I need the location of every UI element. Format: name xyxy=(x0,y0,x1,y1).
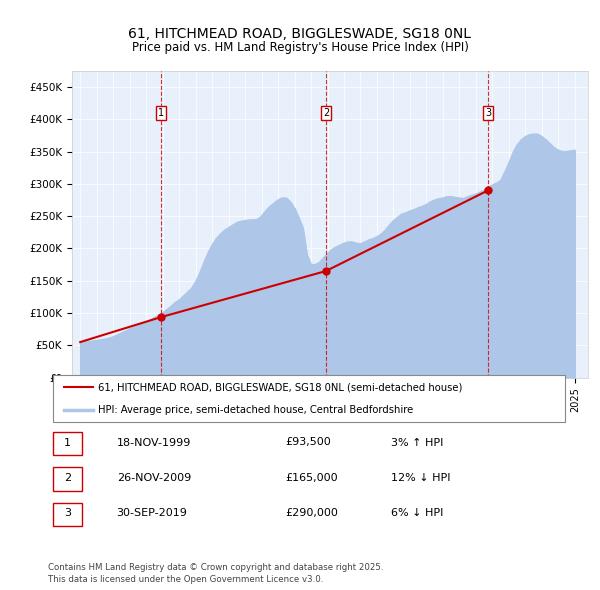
Text: 26-NOV-2009: 26-NOV-2009 xyxy=(116,473,191,483)
Text: Contains HM Land Registry data © Crown copyright and database right 2025.: Contains HM Land Registry data © Crown c… xyxy=(48,563,383,572)
Text: 3% ↑ HPI: 3% ↑ HPI xyxy=(391,438,443,447)
Text: 61, HITCHMEAD ROAD, BIGGLESWADE, SG18 0NL: 61, HITCHMEAD ROAD, BIGGLESWADE, SG18 0N… xyxy=(128,27,472,41)
Text: 6% ↓ HPI: 6% ↓ HPI xyxy=(391,509,443,518)
Text: £93,500: £93,500 xyxy=(286,438,331,447)
Text: £290,000: £290,000 xyxy=(286,509,338,518)
Text: 1: 1 xyxy=(158,108,164,118)
FancyBboxPatch shape xyxy=(53,467,82,491)
Text: 61, HITCHMEAD ROAD, BIGGLESWADE, SG18 0NL (semi-detached house): 61, HITCHMEAD ROAD, BIGGLESWADE, SG18 0N… xyxy=(98,382,463,392)
Text: 1: 1 xyxy=(64,438,71,447)
Text: 30-SEP-2019: 30-SEP-2019 xyxy=(116,509,188,518)
Text: 12% ↓ HPI: 12% ↓ HPI xyxy=(391,473,451,483)
Text: Price paid vs. HM Land Registry's House Price Index (HPI): Price paid vs. HM Land Registry's House … xyxy=(131,41,469,54)
FancyBboxPatch shape xyxy=(53,503,82,526)
Text: 2: 2 xyxy=(323,108,329,118)
Text: 2: 2 xyxy=(64,473,71,483)
Text: £165,000: £165,000 xyxy=(286,473,338,483)
FancyBboxPatch shape xyxy=(53,432,82,455)
Text: HPI: Average price, semi-detached house, Central Bedfordshire: HPI: Average price, semi-detached house,… xyxy=(98,405,413,415)
Text: 3: 3 xyxy=(485,108,491,118)
Text: 18-NOV-1999: 18-NOV-1999 xyxy=(116,438,191,447)
Text: This data is licensed under the Open Government Licence v3.0.: This data is licensed under the Open Gov… xyxy=(48,575,323,584)
FancyBboxPatch shape xyxy=(53,375,565,422)
Text: 3: 3 xyxy=(64,509,71,518)
